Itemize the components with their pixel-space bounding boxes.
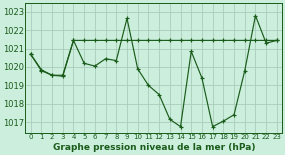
X-axis label: Graphe pression niveau de la mer (hPa): Graphe pression niveau de la mer (hPa)	[52, 143, 255, 152]
